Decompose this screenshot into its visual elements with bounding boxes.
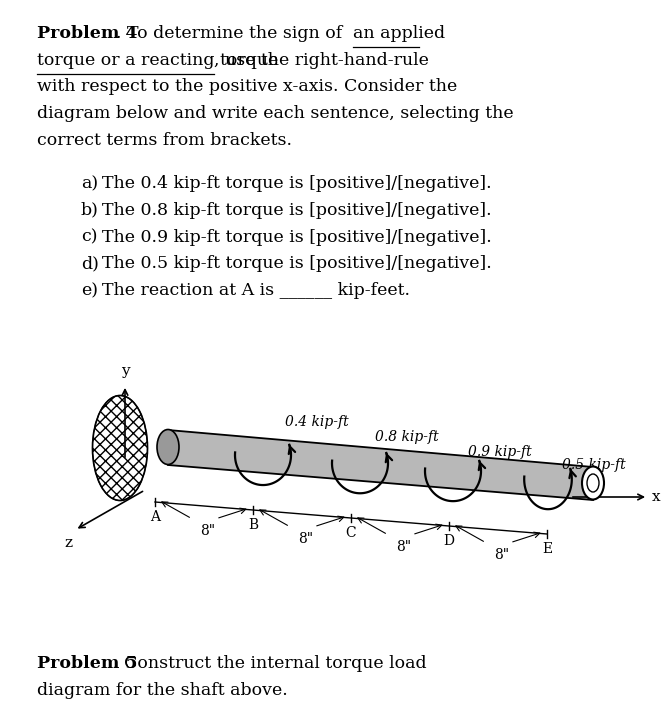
- Text: The 0.8 kip-ft torque is [positive]/[negative].: The 0.8 kip-ft torque is [positive]/[neg…: [102, 202, 492, 219]
- Text: e): e): [81, 282, 97, 299]
- Text: . To determine the sign of: . To determine the sign of: [116, 25, 348, 42]
- Text: . Construct the internal torque load: . Construct the internal torque load: [113, 655, 427, 672]
- Text: 8": 8": [200, 524, 215, 538]
- Text: 0.5 kip-ft: 0.5 kip-ft: [562, 458, 626, 472]
- Text: , use the right-hand-rule: , use the right-hand-rule: [214, 52, 429, 68]
- Ellipse shape: [587, 474, 599, 492]
- Ellipse shape: [582, 467, 604, 500]
- Text: an applied: an applied: [353, 25, 445, 42]
- Text: Problem 4: Problem 4: [37, 25, 138, 42]
- Text: Problem 5: Problem 5: [37, 655, 138, 672]
- Text: correct terms from brackets.: correct terms from brackets.: [37, 132, 292, 149]
- Text: z: z: [65, 536, 73, 550]
- Ellipse shape: [93, 395, 147, 501]
- Text: diagram for the shaft above.: diagram for the shaft above.: [37, 682, 288, 699]
- Text: 8": 8": [298, 532, 313, 546]
- Text: 8": 8": [396, 539, 411, 554]
- Text: C: C: [345, 526, 356, 540]
- Text: 0.4 kip-ft: 0.4 kip-ft: [285, 415, 349, 429]
- Text: 0.8 kip-ft: 0.8 kip-ft: [375, 430, 439, 444]
- Text: c): c): [81, 229, 97, 246]
- Text: d): d): [81, 256, 99, 273]
- Text: 0.9 kip-ft: 0.9 kip-ft: [468, 445, 532, 459]
- Text: torque or a reacting torque: torque or a reacting torque: [37, 52, 278, 68]
- Text: 8": 8": [494, 548, 509, 562]
- Text: A: A: [150, 510, 160, 524]
- Text: The 0.5 kip-ft torque is [positive]/[negative].: The 0.5 kip-ft torque is [positive]/[neg…: [102, 256, 492, 273]
- Text: diagram below and write each sentence, selecting the: diagram below and write each sentence, s…: [37, 105, 513, 122]
- Polygon shape: [168, 430, 593, 500]
- Text: D: D: [444, 534, 454, 548]
- Text: a): a): [81, 175, 97, 192]
- Text: The 0.9 kip-ft torque is [positive]/[negative].: The 0.9 kip-ft torque is [positive]/[neg…: [102, 229, 492, 246]
- Text: The 0.4 kip-ft torque is [positive]/[negative].: The 0.4 kip-ft torque is [positive]/[neg…: [102, 175, 492, 192]
- Text: b): b): [81, 202, 99, 219]
- Text: x: x: [651, 490, 660, 504]
- Text: with respect to the positive x-axis. Consider the: with respect to the positive x-axis. Con…: [37, 78, 457, 95]
- Text: E: E: [542, 542, 552, 556]
- Text: y: y: [121, 364, 129, 378]
- Text: The reaction at A is ______ kip-feet.: The reaction at A is ______ kip-feet.: [102, 282, 410, 299]
- Text: B: B: [248, 517, 258, 532]
- Ellipse shape: [157, 429, 179, 465]
